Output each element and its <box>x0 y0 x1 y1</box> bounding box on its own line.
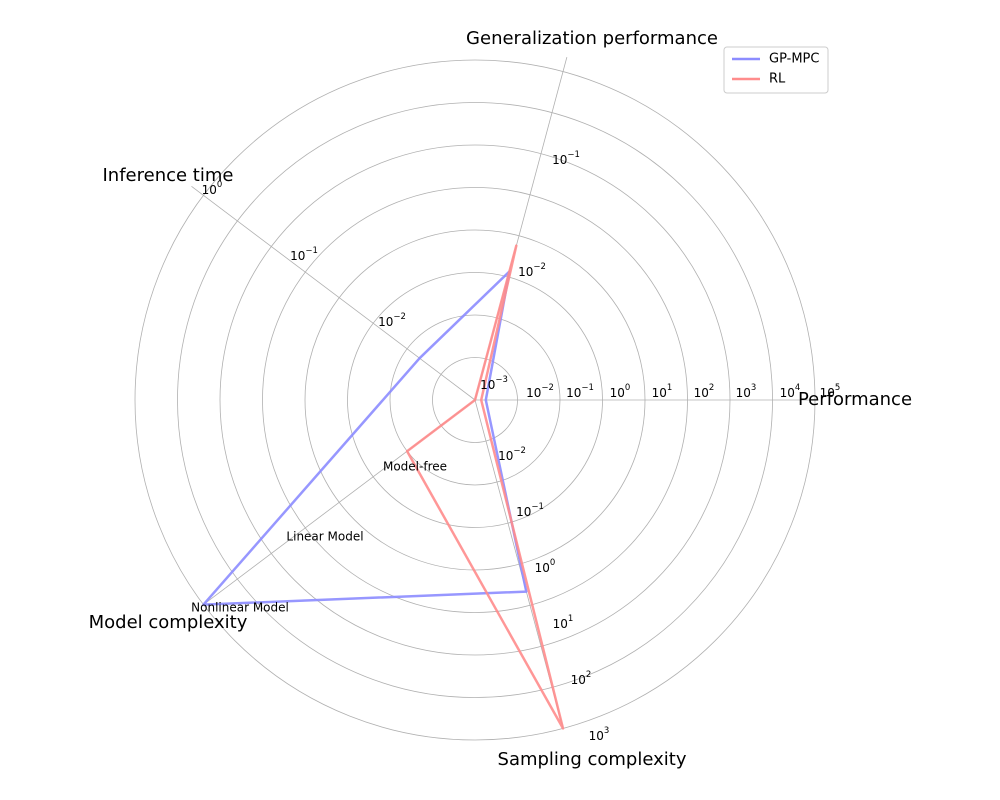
tick-label-sampling-complexity-2: 10−1 <box>516 502 544 519</box>
tick-label-inference-time-2: 10−1 <box>290 246 318 263</box>
tick-label-sampling-complexity-3: 100 <box>535 558 556 575</box>
tick-label-performance-2: 10−1 <box>566 383 594 400</box>
tick-label-generalization-2: 10−2 <box>518 262 546 279</box>
series-line-gp-mpc <box>202 270 528 606</box>
tick-label-generalization-3: 10−1 <box>552 150 580 167</box>
tick-label-performance-4: 101 <box>652 383 673 400</box>
tick-label-performance-6: 103 <box>736 383 757 400</box>
axis-title-sampling-complexity: Sampling complexity <box>498 749 687 770</box>
tick-label-inference-time-1: 10−2 <box>378 312 406 329</box>
series-line-rl <box>405 244 565 730</box>
tick-label-inference-time-3: 100 <box>202 180 223 197</box>
tick-label-model-complexity-2: Linear Model <box>286 530 363 544</box>
legend: GP-MPC RL <box>723 46 829 94</box>
legend-label-gp-mpc: GP-MPC <box>769 52 819 67</box>
axis-title-performance: Performance <box>798 389 912 410</box>
legend-label-rl: RL <box>769 72 786 87</box>
spoke-inference_time <box>191 186 476 401</box>
axis-title-inference-time: Inference time <box>103 165 234 186</box>
tick-label-model-complexity-3: Nonlinear Model <box>191 601 289 615</box>
tick-label-performance-3: 100 <box>610 383 631 400</box>
tick-label-performance-8: 105 <box>820 383 841 400</box>
tick-label-sampling-complexity-6: 103 <box>589 726 610 743</box>
tick-label-generalization-1: 10−3 <box>480 375 508 392</box>
tick-label-sampling-complexity-5: 102 <box>571 670 592 687</box>
spokes <box>191 56 815 729</box>
tick-label-model-complexity-1: Model-free <box>383 460 447 474</box>
axis-title-generalization: Generalization performance <box>466 28 718 49</box>
tick-label-performance-7: 104 <box>780 383 801 400</box>
tick-label-sampling-complexity-1: 10−2 <box>498 446 526 463</box>
axis-title-model-complexity: Model complexity <box>89 612 248 633</box>
tick-label-sampling-complexity-4: 101 <box>553 614 574 631</box>
tick-label-performance-5: 102 <box>694 383 715 400</box>
tick-label-performance-1: 10−2 <box>526 383 554 400</box>
